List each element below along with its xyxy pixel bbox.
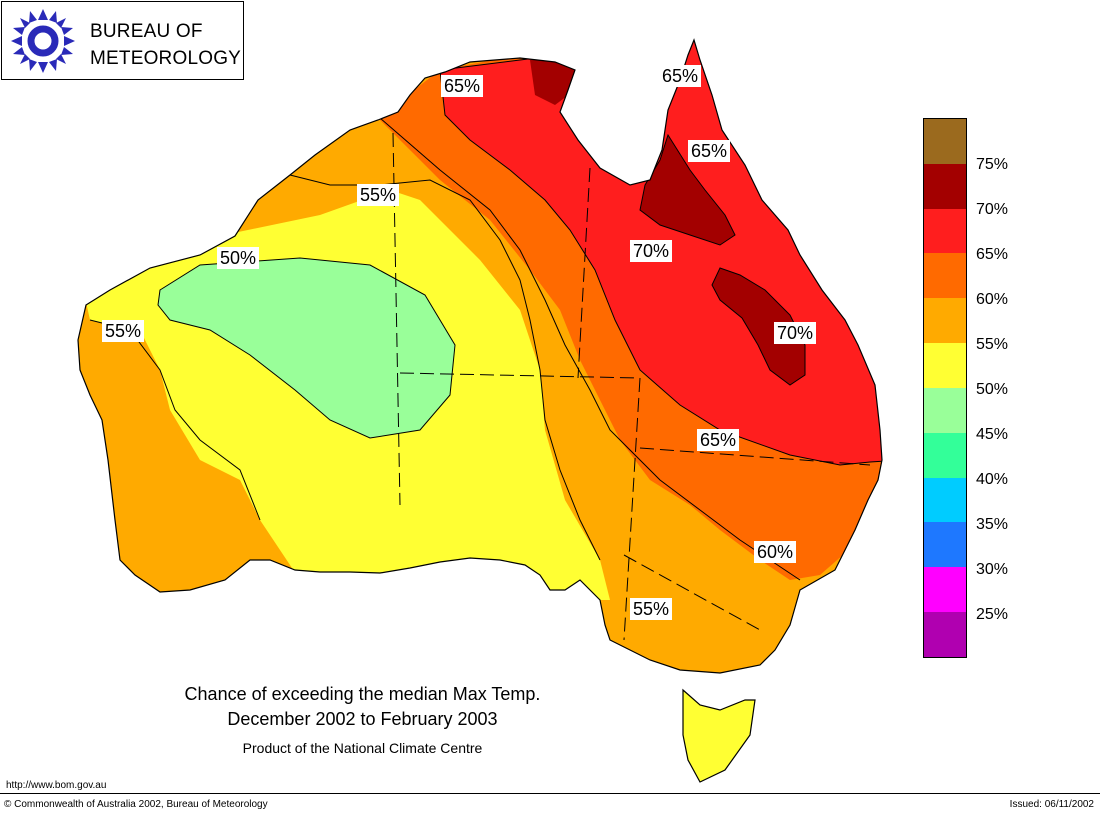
footer-divider [0,793,1100,794]
contour-label: 65% [697,429,740,451]
legend-label: 25% [976,606,1009,623]
legend-label: 65% [976,246,1009,263]
contour-label: 50% [217,247,260,269]
legend-label: 50% [976,381,1009,398]
legend-swatch [924,387,966,433]
legend-label: 40% [976,471,1009,488]
legend-swatch [924,119,966,164]
legend-label: 70% [976,201,1009,218]
legend-swatch [924,343,966,388]
bom-swirl-logo-icon [11,9,75,73]
contour-label: 65% [688,140,731,162]
contour-label: 60% [754,541,797,563]
footer-issued: Issued: 06/11/2002 [1009,799,1094,810]
map-title: Chance of exceeding the median Max Temp. [184,684,541,704]
footer-copyright: © Commonwealth of Australia 2002, Bureau… [4,799,268,810]
legend-swatch [924,567,966,613]
legend-colorbar [923,118,967,658]
legend-swatch [924,432,966,478]
contour-label: 70% [630,240,673,262]
logo-line-2: METEOROLOGY [90,48,242,69]
contour-label: 70% [774,322,817,344]
coastline [77,38,883,783]
legend-label: 75% [976,156,1009,173]
legend-swatch [924,612,966,657]
legend-label: 45% [976,426,1009,443]
footer-url[interactable]: http://www.bom.gov.au [6,780,107,791]
contour-label: 65% [441,75,484,97]
legend-label: 55% [976,336,1009,353]
legend-swatch [924,522,966,568]
contour-label: 55% [102,320,145,342]
map-period: December 2002 to February 2003 [227,709,498,729]
bureau-logo-box: BUREAU OF METEOROLOGY [1,1,244,80]
legend-swatch [924,253,966,299]
logo-line-1: BUREAU OF [90,21,203,42]
map-product: Product of the National Climate Centre [242,740,483,756]
contour-label: 55% [630,598,673,620]
legend-label: 30% [976,561,1009,578]
contour-label: 55% [357,184,400,206]
legend-swatch [924,208,966,254]
legend-swatch [924,298,966,344]
legend-label: 60% [976,291,1009,308]
contour-label: 65% [659,65,702,87]
legend-label: 35% [976,516,1009,533]
legend-swatch [924,477,966,523]
legend-swatch [924,163,966,209]
